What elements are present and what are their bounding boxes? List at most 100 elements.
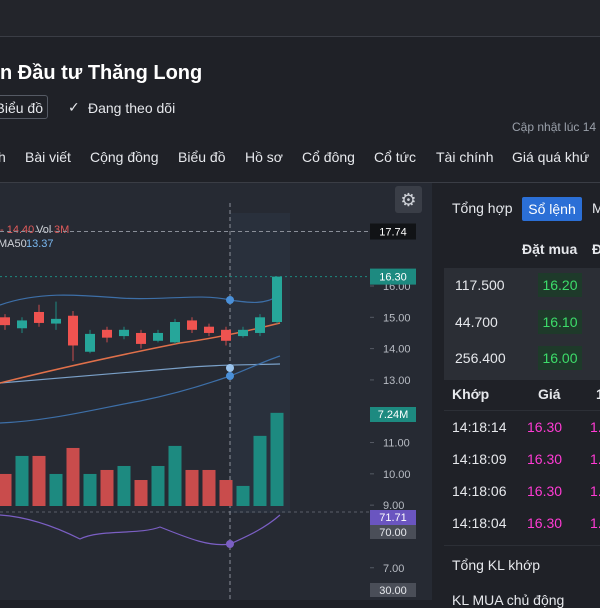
nav-tab[interactable]: Cộng đồng <box>90 149 159 165</box>
rsi-upper: 70.00 <box>379 527 407 539</box>
y-tick-label: 7.00 <box>383 563 404 575</box>
crosshair-dot <box>226 540 234 548</box>
check-icon: ✓ <box>68 99 80 115</box>
y-tick-label: 15.00 <box>383 312 411 324</box>
volume-bar <box>253 435 267 506</box>
crosshair-price: 17.74 <box>379 227 407 239</box>
volume-bar <box>219 480 233 506</box>
last-price: 16.30 <box>379 272 407 284</box>
candle-body <box>0 317 10 326</box>
nav-tab[interactable]: Giá quá khứ <box>512 149 590 165</box>
volume-bar <box>117 465 131 506</box>
match-header: Giá <box>538 386 561 402</box>
settings-button[interactable] <box>395 186 422 213</box>
bid-header: Đặt mua <box>522 241 578 257</box>
y-tick-label: 13.00 <box>383 375 411 387</box>
tab[interactable]: Tổng hợp <box>452 200 513 216</box>
y-tick-label: 9.00 <box>383 500 404 512</box>
volume-bar <box>202 469 216 506</box>
y-tick-label: 14.00 <box>383 344 411 356</box>
volume-bar <box>0 473 12 506</box>
legend-price: - 14.40 <box>0 224 34 236</box>
match-price: 16.30 <box>527 515 563 531</box>
rsi-value: 71.71 <box>379 512 407 524</box>
candle-body <box>170 322 180 343</box>
follow-button[interactable]: Đang theo dõi <box>88 100 176 116</box>
volume-bar <box>134 480 148 506</box>
chart-button[interactable]: Biểu đồ <box>0 95 48 119</box>
crosshair-dot <box>226 372 234 380</box>
nav-tab[interactable]: Hồ sơ <box>245 149 283 165</box>
candle-body <box>102 329 112 338</box>
nav-tab[interactable]: h <box>0 149 6 165</box>
match-header: Khớp <box>452 386 490 402</box>
y-tick-label: 10.00 <box>383 469 411 481</box>
rsi-lower: 30.00 <box>379 585 407 597</box>
row-separator <box>444 410 600 411</box>
volume-bar <box>236 485 250 506</box>
candle-body <box>85 333 95 352</box>
rsi-value-box <box>370 510 416 525</box>
candle-body <box>17 320 27 329</box>
candle-body <box>238 329 248 337</box>
nav-divider <box>0 182 600 183</box>
volume-bar <box>270 412 284 506</box>
candle-body <box>187 320 197 330</box>
updated-time: Cập nhật lúc 14 <box>512 120 597 134</box>
bid-volume: 44.700 <box>455 314 498 330</box>
match-time: 14:18:06 <box>452 483 507 499</box>
rsi-upper-box <box>370 525 416 539</box>
candle-body <box>204 326 214 333</box>
bid-price: 16.10 <box>538 310 582 334</box>
tab-active[interactable]: Sổ lệnh <box>522 197 582 221</box>
bid-price: 16.20 <box>538 273 582 297</box>
y-tick-label: 11.00 <box>383 438 410 450</box>
bollinger-upper <box>0 294 281 306</box>
candle-body <box>255 317 265 333</box>
legend-vol: Vol <box>36 224 51 236</box>
bid-volume: 256.400 <box>455 350 506 366</box>
nav-tab[interactable]: Cổ đông <box>302 149 355 165</box>
match-header: 1 <box>596 386 600 402</box>
volume-bar <box>83 473 97 506</box>
row-separator <box>444 545 600 546</box>
nav-tab[interactable]: Cổ tức <box>374 149 417 165</box>
nav-tab[interactable]: Biểu đồ <box>178 149 226 165</box>
volume-bar <box>185 469 199 506</box>
tab[interactable]: M <box>592 200 600 216</box>
match-time: 14:18:09 <box>452 451 507 467</box>
legend-ma: MA50 <box>0 238 27 250</box>
match-volume: 1. <box>590 419 600 435</box>
volume-bar <box>100 469 114 506</box>
price-chart: ⚙ - 14.40 Vol 3M MA50 13.37 7.24M 71.71 … <box>0 183 432 600</box>
company-title: n Đầu tư Thăng Long <box>0 62 203 84</box>
crosshair-price-box <box>370 223 416 240</box>
rsi-line <box>0 514 281 546</box>
bollinger-lower <box>0 355 281 424</box>
candle-body <box>51 318 61 324</box>
candle-body <box>272 276 282 322</box>
match-volume: 1. <box>590 515 600 531</box>
nav-tab[interactable]: Tài chính <box>436 149 494 165</box>
candle-body <box>221 329 231 341</box>
candle-body <box>136 332 146 344</box>
crosshair-dot <box>226 296 234 304</box>
volume-bar <box>151 465 165 506</box>
volume-label: 7.24M <box>378 409 409 421</box>
last-price-box <box>370 268 416 285</box>
volume-bar <box>49 473 63 506</box>
match-price: 16.30 <box>527 419 563 435</box>
match-volume: 1. <box>590 451 600 467</box>
match-time: 14:18:14 <box>452 419 507 435</box>
bid-price: 16.00 <box>538 346 582 370</box>
buy-label: KL MUA chủ động <box>452 592 565 608</box>
nav-tab[interactable]: Bài viết <box>25 149 71 165</box>
legend-vol-value: 3M <box>54 224 69 236</box>
volume-bar <box>66 447 80 506</box>
volume-bar <box>168 445 182 506</box>
match-price: 16.30 <box>527 451 563 467</box>
ask-header: Đ <box>592 241 600 257</box>
total-label: Tổng KL khớp <box>452 557 541 573</box>
crosshair-dot <box>226 364 234 372</box>
